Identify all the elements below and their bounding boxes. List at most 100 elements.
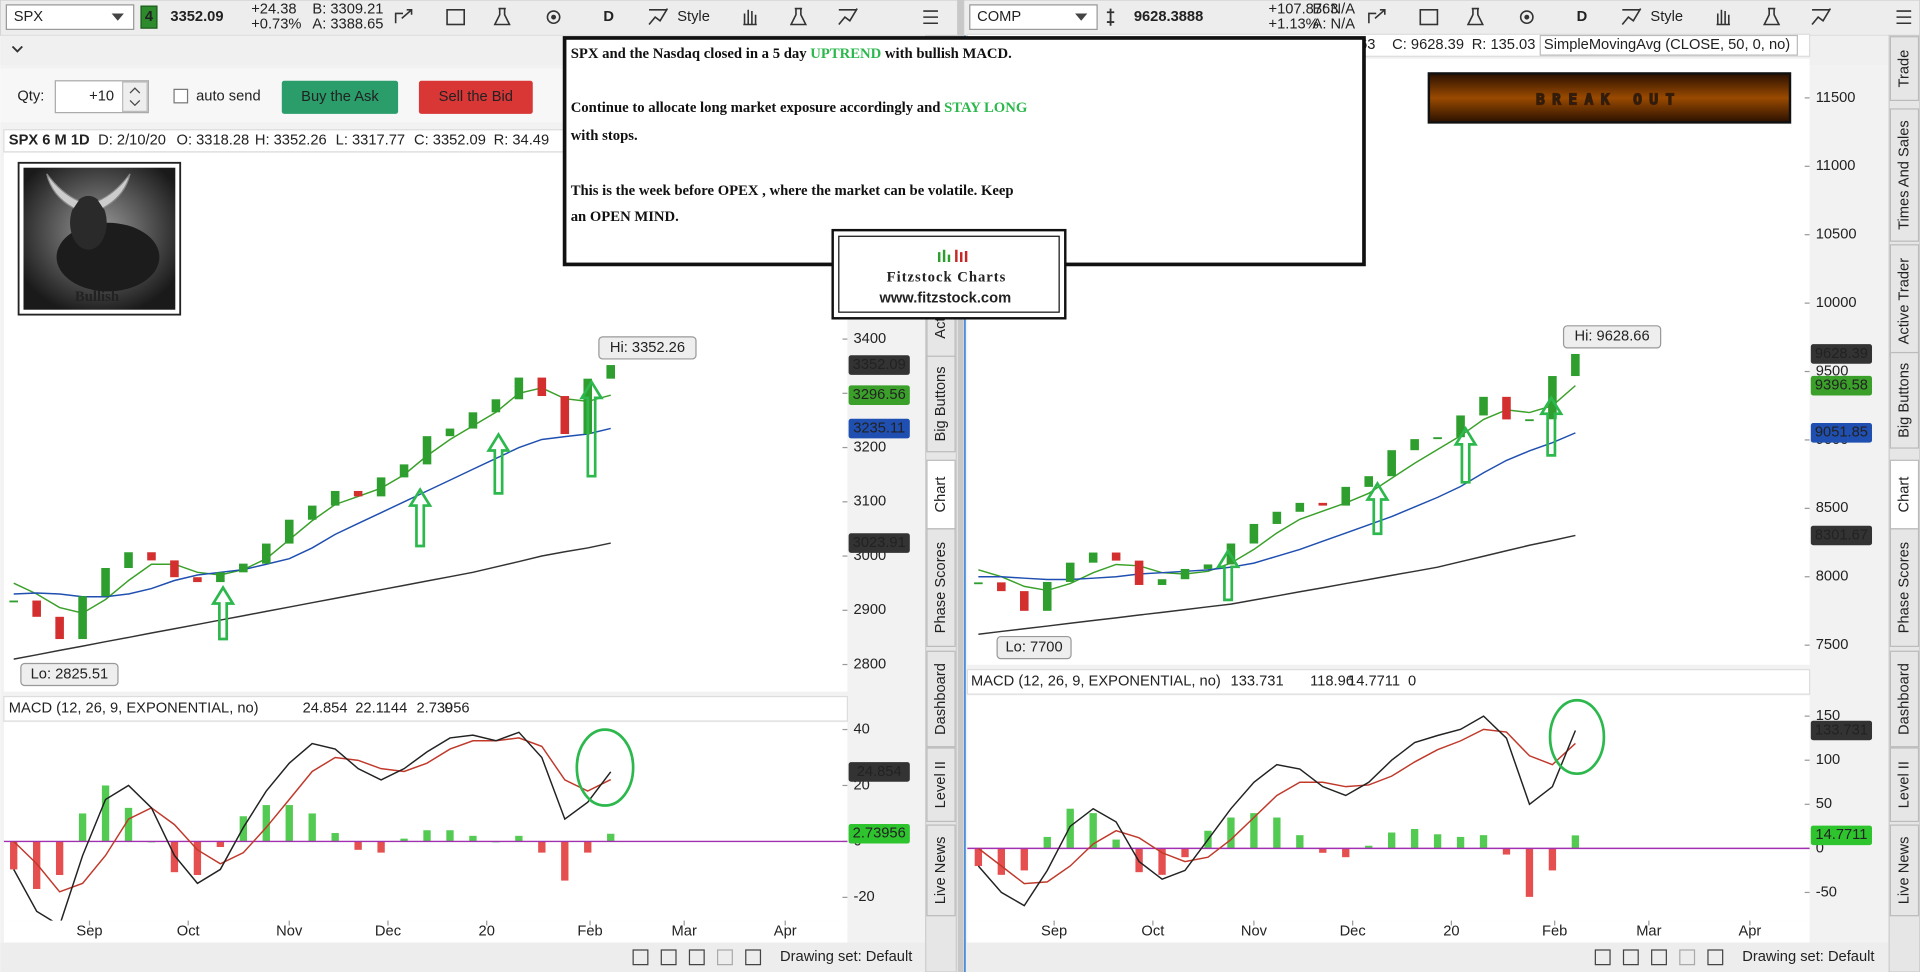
side-tab-label[interactable]: Chart bbox=[1896, 477, 1912, 513]
collapse-chevron[interactable] bbox=[11, 45, 23, 53]
side-tab[interactable] bbox=[926, 355, 956, 453]
toolbar-icon[interactable] bbox=[493, 7, 511, 26]
side-tab[interactable] bbox=[1889, 36, 1920, 101]
histogram-bar bbox=[1548, 848, 1557, 871]
toolbar-icon[interactable] bbox=[1519, 10, 1534, 25]
footer-icon[interactable] bbox=[745, 949, 762, 966]
sell-button[interactable] bbox=[418, 80, 533, 114]
toolbar-icon[interactable] bbox=[1368, 8, 1386, 24]
side-tab-label[interactable]: Level II bbox=[1896, 761, 1912, 808]
dropdown-arrow[interactable] bbox=[111, 13, 124, 21]
side-tab-label[interactable]: Dashboard bbox=[1896, 663, 1912, 735]
side-tab-label[interactable]: Level II bbox=[933, 761, 949, 808]
side-tab[interactable] bbox=[1889, 528, 1920, 647]
side-tab-label[interactable]: Chart bbox=[933, 477, 949, 513]
side-tab-label[interactable]: Phase Scores bbox=[933, 542, 949, 633]
chart-header-item: SPX 6 M 1D bbox=[9, 133, 90, 149]
toolbar-icon[interactable] bbox=[1466, 7, 1485, 26]
toolbar-icon[interactable] bbox=[1811, 8, 1832, 25]
side-tab[interactable] bbox=[926, 747, 956, 823]
side-tab-label[interactable]: Live News bbox=[1896, 837, 1912, 905]
toolbar-icon[interactable] bbox=[394, 8, 413, 24]
footer-icon[interactable] bbox=[688, 949, 705, 966]
toolbar-icon[interactable] bbox=[789, 7, 808, 26]
side-tab[interactable] bbox=[1889, 244, 1920, 359]
toolbar-icon[interactable] bbox=[1621, 8, 1642, 25]
toolbar-icon[interactable] bbox=[838, 8, 858, 25]
footer-icon[interactable] bbox=[1622, 949, 1639, 966]
side-tab[interactable] bbox=[926, 459, 956, 530]
note-line: Continue to allocate long market exposur… bbox=[571, 100, 1028, 116]
toolbar-icon[interactable] bbox=[446, 8, 466, 26]
toolbar-icon[interactable] bbox=[923, 10, 938, 25]
side-tab-label[interactable]: Phase Scores bbox=[1896, 542, 1912, 633]
side-tab[interactable] bbox=[926, 824, 956, 917]
side-tab[interactable] bbox=[1889, 650, 1920, 748]
footer-icon[interactable] bbox=[632, 949, 649, 966]
toolbar-icon[interactable] bbox=[1762, 7, 1781, 26]
side-tab[interactable] bbox=[1889, 108, 1920, 242]
side-tab-label[interactable]: Act bbox=[933, 317, 949, 338]
annotation-arrow bbox=[1539, 395, 1564, 457]
note-text: UPTREND bbox=[810, 46, 881, 62]
price-tag bbox=[848, 385, 910, 405]
footer-icon[interactable] bbox=[717, 949, 733, 966]
sell-button-label[interactable]: Sell the Bid bbox=[439, 89, 513, 105]
footer-icon[interactable] bbox=[1651, 949, 1667, 966]
toolbar-icon[interactable] bbox=[743, 9, 757, 26]
histogram-bar bbox=[262, 805, 270, 842]
signal-value: 118.96 bbox=[1310, 674, 1354, 690]
histogram-bar bbox=[170, 841, 179, 873]
logo-icon-down bbox=[955, 249, 968, 262]
low-label: Lo: 2825.51 bbox=[31, 666, 109, 682]
zero-line-value: 0 bbox=[1408, 674, 1416, 690]
footer-icon[interactable] bbox=[1679, 949, 1696, 966]
side-tab-label[interactable]: Active Trader bbox=[1896, 258, 1912, 345]
toolbar-icon[interactable] bbox=[648, 8, 669, 25]
image-caption: Bullish bbox=[75, 289, 119, 305]
y-tick-label: 2800 bbox=[853, 656, 886, 672]
toolbar-icon[interactable] bbox=[546, 10, 561, 25]
footer-icon[interactable] bbox=[1594, 949, 1611, 966]
side-tab-label[interactable]: Live News bbox=[933, 837, 949, 905]
side-tab-label[interactable]: Big Buttons bbox=[1896, 363, 1912, 438]
candle bbox=[376, 477, 386, 497]
style-menu[interactable]: Style bbox=[1650, 9, 1683, 25]
footer-icon[interactable] bbox=[1707, 949, 1724, 966]
symbol-box[interactable] bbox=[5, 4, 135, 30]
toolbar-icon[interactable] bbox=[1419, 8, 1439, 26]
chart-header-item: L: 3317.77 bbox=[336, 133, 405, 149]
side-tab[interactable] bbox=[1889, 747, 1920, 823]
auto-send-checkbox[interactable] bbox=[173, 88, 189, 104]
side-tab-label[interactable]: Big Buttons bbox=[933, 366, 949, 441]
side-tab[interactable] bbox=[1889, 351, 1920, 449]
buy-button-label[interactable]: Buy the Ask bbox=[301, 89, 379, 105]
side-tab[interactable] bbox=[926, 650, 956, 748]
buy-button[interactable] bbox=[281, 80, 399, 114]
side-tab[interactable] bbox=[926, 528, 956, 647]
side-tab-label[interactable]: Times And Sales bbox=[1896, 120, 1912, 230]
drawing-set[interactable]: Drawing set: Default bbox=[780, 949, 912, 965]
aggregation[interactable]: D bbox=[603, 9, 614, 25]
side-tab[interactable] bbox=[1889, 459, 1920, 530]
style-menu[interactable]: Style bbox=[677, 9, 710, 25]
low-label-box bbox=[20, 662, 119, 687]
y-tick-label: 11000 bbox=[1816, 158, 1856, 174]
footer-icon[interactable] bbox=[660, 949, 677, 966]
toolbar-icon[interactable] bbox=[1716, 9, 1731, 26]
qty-spinner[interactable] bbox=[122, 81, 148, 113]
side-tab-label[interactable]: Dashboard bbox=[933, 663, 949, 735]
candle bbox=[353, 490, 363, 497]
dropdown-arrow[interactable] bbox=[1075, 13, 1088, 21]
symbol-box[interactable] bbox=[969, 4, 1098, 30]
logo-icon-up bbox=[937, 249, 951, 262]
histogram-bar bbox=[1250, 813, 1258, 849]
footer-bar bbox=[963, 942, 1890, 972]
x-tick-label: Feb bbox=[577, 923, 602, 939]
drawing-set[interactable]: Drawing set: Default bbox=[1742, 949, 1874, 965]
side-tab[interactable] bbox=[1889, 824, 1920, 917]
aggregation[interactable]: D bbox=[1577, 9, 1588, 25]
toolbar-icon[interactable] bbox=[1896, 10, 1912, 25]
x-tick-label: Apr bbox=[774, 923, 797, 939]
side-tab-label[interactable]: Trade bbox=[1896, 50, 1912, 88]
